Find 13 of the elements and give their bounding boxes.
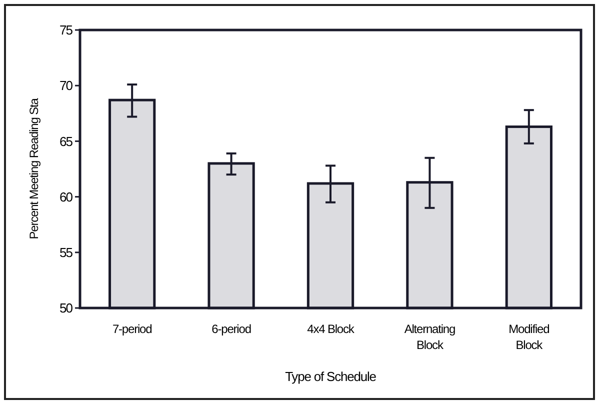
x-tick-label: 7-period — [112, 322, 152, 336]
y-tick-label: 60 — [60, 189, 73, 204]
x-tick-label: 4x4 Block — [307, 322, 356, 336]
y-tick-label: 70 — [60, 78, 73, 94]
y-axis-title: Percent Meeting Reading Sta — [27, 98, 41, 240]
y-tick-label: 75 — [60, 22, 73, 38]
y-tick-label: 65 — [60, 134, 73, 149]
y-tick-label: 50 — [60, 300, 73, 316]
x-tick-label: Modified Block — [508, 322, 550, 352]
x-axis-title: Type of Schedule — [285, 369, 376, 384]
y-tick-label: 55 — [60, 244, 73, 260]
x-tick-label: 6-period — [212, 322, 251, 336]
x-tick-label: Alternating Block — [404, 322, 456, 352]
